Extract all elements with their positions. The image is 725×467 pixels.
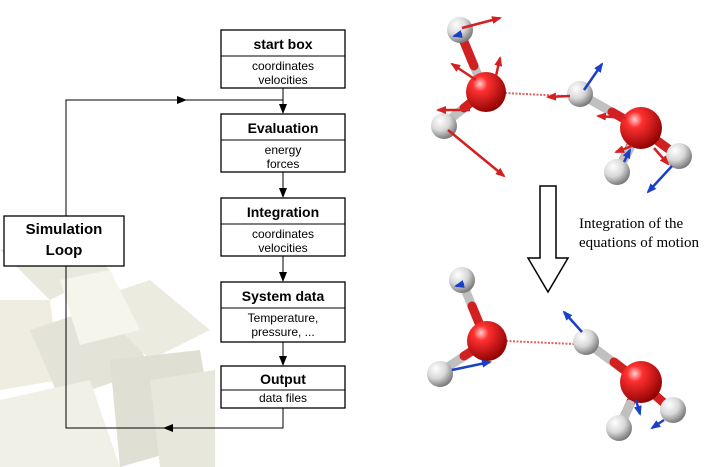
- hydrogen-atom: [427, 361, 453, 387]
- background-cubes: [0, 230, 215, 467]
- box-integration: Integration coordinates velocities: [220, 197, 346, 257]
- integration-arrow: [526, 185, 570, 294]
- box-evaluation-line-1: energy: [265, 143, 302, 157]
- force-arrow: [494, 56, 503, 77]
- box-integration-title: Integration: [247, 204, 319, 220]
- velocity-arrow: [650, 418, 665, 430]
- velocity-arrow: [646, 165, 673, 194]
- box-evaluation-line-2: forces: [267, 157, 300, 171]
- hbond-bottom: [505, 340, 575, 345]
- hydrogen-atom: [606, 415, 632, 441]
- box-system-data: System data Temperature, pressure, ...: [220, 281, 346, 343]
- box-output: Output data files: [220, 365, 346, 409]
- box-evaluation: Evaluation energy forces: [220, 113, 346, 173]
- velocity-arrow: [622, 148, 632, 163]
- molecules-after: [427, 267, 686, 441]
- box-start: start box coordinates velocities: [220, 29, 346, 89]
- box-start-line-1: coordinates: [252, 59, 314, 73]
- loop-return-path: [65, 99, 284, 429]
- box-output-title: Output: [260, 371, 306, 387]
- loop-label-2: Loop: [46, 242, 83, 259]
- hydrogen-atom: [660, 397, 686, 423]
- force-arrow: [653, 147, 670, 166]
- oxygen-atom: [620, 361, 662, 403]
- force-arrow: [596, 112, 627, 121]
- force-arrow: [447, 129, 506, 178]
- caption-line-2: equations of motion: [579, 235, 699, 251]
- caption-line-1: Integration of the: [579, 216, 683, 232]
- velocity-arrow: [454, 280, 465, 288]
- velocity-arrow: [633, 399, 642, 416]
- hydrogen-atom: [573, 329, 599, 355]
- box-start-title: start box: [253, 36, 312, 52]
- velocity-arrow: [562, 310, 583, 333]
- flowchart: start box coordinates velocities Evaluat…: [3, 29, 346, 432]
- velocity-arrow: [451, 359, 492, 372]
- box-system-data-line-1: Temperature,: [248, 311, 319, 325]
- force-arrow: [546, 92, 571, 101]
- velocity-arrow: [582, 62, 604, 91]
- oxygen-atom: [467, 321, 507, 361]
- box-evaluation-title: Evaluation: [248, 120, 319, 136]
- force-arrow: [450, 62, 477, 82]
- oxygen-atom: [620, 107, 662, 149]
- box-start-line-2: velocities: [258, 73, 307, 87]
- box-system-data-title: System data: [242, 288, 325, 304]
- box-output-line-1: data files: [259, 391, 307, 405]
- oxygen-atom: [466, 72, 506, 112]
- force-arrow: [461, 16, 502, 30]
- hydrogen-atom: [567, 81, 593, 107]
- box-integration-line-2: velocities: [258, 241, 307, 255]
- hydrogen-atom: [604, 159, 630, 185]
- hydrogen-atom: [449, 267, 475, 293]
- molecules-before: [431, 16, 692, 194]
- simulation-loop-box: Simulation Loop: [3, 215, 125, 267]
- hydrogen-atom: [447, 17, 473, 43]
- hydrogen-atom: [666, 143, 692, 169]
- box-integration-line-1: coordinates: [252, 227, 314, 241]
- box-system-data-line-2: pressure, ...: [251, 325, 314, 339]
- loop-label-1: Simulation: [26, 221, 103, 238]
- velocity-arrow: [452, 30, 463, 38]
